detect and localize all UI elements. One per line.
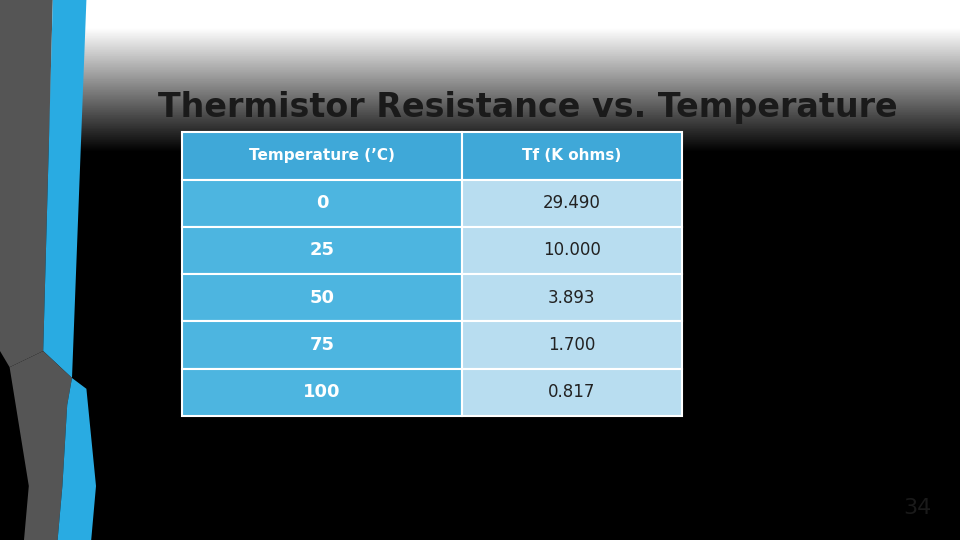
Text: 34: 34 — [903, 498, 931, 518]
Text: Temperature (’C): Temperature (’C) — [250, 148, 396, 164]
Polygon shape — [10, 351, 72, 540]
Text: 3.893: 3.893 — [548, 289, 595, 307]
Text: 50: 50 — [310, 289, 335, 307]
FancyBboxPatch shape — [182, 227, 462, 274]
FancyBboxPatch shape — [462, 321, 682, 369]
Text: 25: 25 — [310, 241, 335, 259]
FancyBboxPatch shape — [462, 369, 682, 416]
Polygon shape — [58, 378, 96, 540]
Text: 0.817: 0.817 — [548, 383, 595, 401]
Text: 10.000: 10.000 — [542, 241, 601, 259]
FancyBboxPatch shape — [462, 274, 682, 321]
Text: 29.490: 29.490 — [542, 194, 601, 212]
Text: Thermistor Resistance vs. Temperature: Thermistor Resistance vs. Temperature — [158, 91, 898, 125]
Text: 0: 0 — [316, 194, 328, 212]
Polygon shape — [0, 0, 53, 367]
Text: 1.700: 1.700 — [548, 336, 595, 354]
Text: Tf (K ohms): Tf (K ohms) — [522, 148, 621, 164]
Polygon shape — [43, 0, 86, 378]
FancyBboxPatch shape — [182, 179, 462, 227]
FancyBboxPatch shape — [462, 179, 682, 227]
FancyBboxPatch shape — [462, 132, 682, 179]
FancyBboxPatch shape — [182, 132, 462, 179]
FancyBboxPatch shape — [182, 274, 462, 321]
FancyBboxPatch shape — [462, 227, 682, 274]
Text: 100: 100 — [303, 383, 341, 401]
Text: 75: 75 — [310, 336, 335, 354]
FancyBboxPatch shape — [182, 369, 462, 416]
FancyBboxPatch shape — [182, 321, 462, 369]
